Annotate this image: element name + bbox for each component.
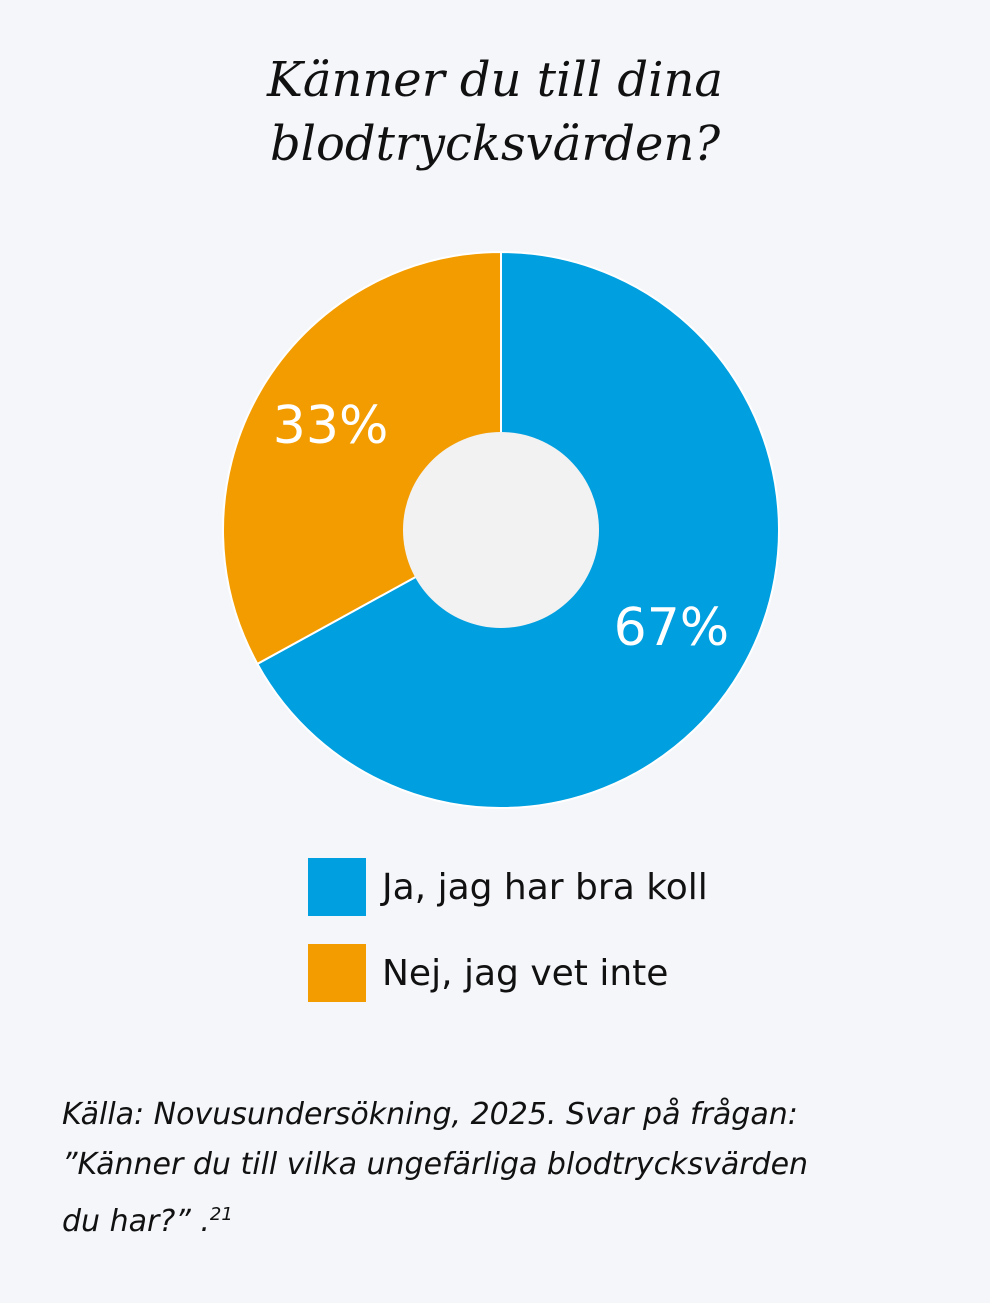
donut-hole: [403, 432, 599, 628]
footnote-marker: 21: [209, 1204, 233, 1225]
chart-title-line-2: blodtrycksvärden?: [269, 116, 721, 172]
legend-swatch-nej: [308, 944, 366, 1002]
legend-label-nej: Nej, jag vet inte: [382, 952, 669, 994]
value-label-ja: 67%: [614, 598, 730, 658]
chart-title-line-1: Känner du till dina: [266, 52, 724, 108]
legend-label-ja: Ja, jag har bra koll: [382, 866, 708, 908]
donut-chart: 67% 33%: [222, 250, 780, 809]
source-note: Källa: Novusundersökning, 2025. Svar på …: [62, 1090, 942, 1247]
legend-item-nej: Nej, jag vet inte: [308, 944, 708, 1002]
legend-swatch-ja: [308, 858, 366, 916]
source-line-2: ”Känner du till vilka ungefärliga blodtr…: [62, 1147, 809, 1182]
source-line-3-text: du har?” .: [62, 1204, 210, 1239]
legend: Ja, jag har bra koll Nej, jag vet inte: [308, 858, 708, 1030]
chart-title: Känner du till dina blodtrycksvärden?: [0, 48, 990, 176]
legend-item-ja: Ja, jag har bra koll: [308, 858, 708, 916]
value-label-nej: 33%: [273, 396, 389, 456]
source-line-1: Källa: Novusundersökning, 2025. Svar på …: [62, 1097, 798, 1132]
source-line-3: du har?” .21: [62, 1190, 942, 1247]
